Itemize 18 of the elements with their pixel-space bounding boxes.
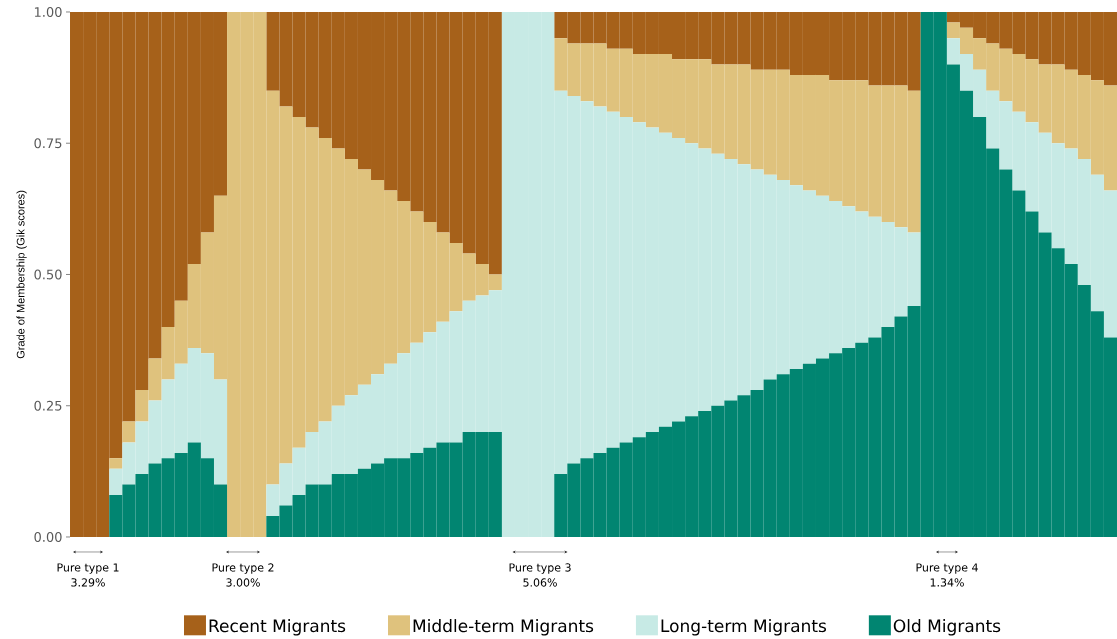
- y-tick-label: 0.00: [34, 532, 62, 542]
- y-axis-title: Grade of Membership (Gik scores): [16, 190, 27, 359]
- text: Pure type 2: [212, 563, 274, 574]
- text: Pure type 3: [509, 563, 571, 574]
- legend-label: Long-term Migrants: [661, 619, 827, 636]
- legend-label: Middle-term Migrants: [413, 619, 594, 636]
- text: Pure type 4: [916, 563, 978, 574]
- legend-label: Old Migrants: [893, 619, 1001, 636]
- text: 5.06%: [523, 578, 557, 587]
- text: 3.00%: [226, 578, 260, 587]
- text: 3.29%: [71, 578, 105, 587]
- legend-label: Recent Migrants: [209, 619, 346, 636]
- y-tick-label: 0.50: [34, 269, 62, 280]
- y-tick-label: 0.25: [34, 400, 62, 411]
- text: Pure type 1: [57, 563, 119, 574]
- y-tick-label: 0.75: [34, 138, 62, 149]
- text: 1.34%: [930, 578, 964, 587]
- y-tick-label: 1.00: [34, 7, 62, 17]
